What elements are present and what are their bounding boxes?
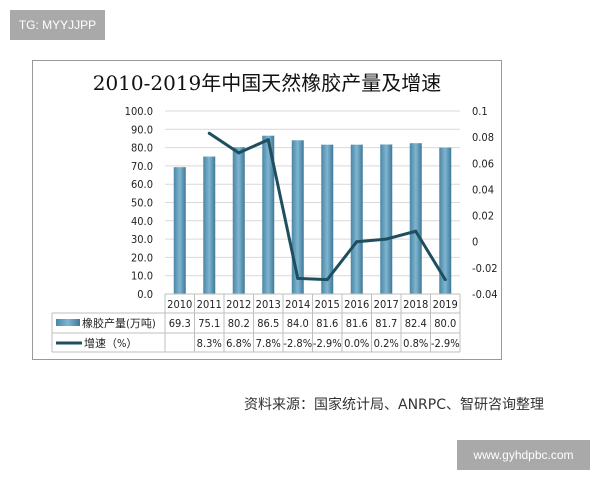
legend-bar-swatch [56,319,80,326]
bar-2013 [262,135,275,294]
bar-data-label: 75.1 [198,317,220,330]
line-data-label: 8.3% [197,337,222,350]
category-label: 2011 [197,298,222,311]
left-tick-label: 40.0 [131,215,153,228]
bar-2014 [291,140,304,294]
growth-point-2015 [325,278,329,282]
bar-data-label: 81.6 [316,317,338,330]
category-label: 2014 [285,298,310,311]
bar-data-label: 81.6 [346,317,368,330]
legend-bar-label: 橡胶产量(万吨) [82,316,156,330]
category-label: 2019 [433,298,458,311]
growth-point-2014 [296,276,300,280]
line-data-label: 0.8% [403,337,428,350]
bar-data-label: 84.0 [287,317,309,330]
category-label: 2010 [167,298,192,311]
left-tick-label: 0.0 [137,288,153,301]
bar-2011 [203,156,216,294]
bar-2017 [380,144,393,294]
growth-point-2012 [237,151,241,155]
left-tick-label: 20.0 [131,251,153,264]
bar-data-label: 80.2 [228,317,250,330]
right-tick-label: 0.1 [472,105,488,118]
bar-data-label: 86.5 [257,317,279,330]
line-data-label: 0.0% [344,337,369,350]
left-tick-label: 70.0 [131,160,153,173]
legend-line-label: 增速（%） [84,336,137,350]
right-tick-label: -0.04 [472,288,498,301]
category-label: 2018 [403,298,428,311]
line-data-label: 7.8% [256,337,281,350]
right-tick-label: 0.08 [472,131,494,144]
bar-data-label: 82.4 [405,317,427,330]
bar-data-label: 69.3 [169,317,191,330]
category-label: 2012 [226,298,251,311]
category-label: 2016 [344,298,369,311]
right-tick-label: -0.02 [472,262,498,275]
bar-2010 [173,167,186,294]
line-data-label: 6.8% [226,337,251,350]
right-tick-label: 0.02 [472,210,494,223]
left-tick-label: 30.0 [131,233,153,246]
category-label: 2015 [315,298,340,311]
left-tick-label: 90.0 [131,123,153,136]
left-tick-label: 50.0 [131,197,153,210]
growth-point-2018 [414,229,418,233]
growth-point-2016 [355,240,359,244]
left-tick-label: 80.0 [131,142,153,155]
watermark-bottom: www.gyhdpbc.com [457,440,590,470]
line-data-label: 0.2% [374,337,399,350]
right-tick-label: 0 [472,236,478,249]
bar-2015 [321,144,334,294]
bar-data-label: 80.0 [434,317,456,330]
bar-2012 [232,147,245,294]
growth-point-2019 [443,278,447,282]
left-tick-label: 100.0 [125,105,153,118]
left-tick-label: 60.0 [131,178,153,191]
line-data-label: -2.9% [313,337,342,350]
bar-2019 [439,147,452,294]
line-data-label: -2.8% [283,337,312,350]
growth-point-2013 [266,138,270,142]
line-data-label: -2.9% [431,337,460,350]
watermark-top: TG: MYYJJPP [10,10,105,40]
growth-point-2017 [384,237,388,241]
right-tick-label: 0.04 [472,183,494,196]
right-tick-label: 0.06 [472,157,494,170]
left-tick-label: 10.0 [131,270,153,283]
bar-2016 [350,144,363,294]
growth-point-2011 [207,131,211,135]
category-label: 2013 [256,298,281,311]
bar-data-label: 81.7 [375,317,397,330]
bar-2018 [409,143,422,294]
source-note: 资料来源：国家统计局、ANRPC、智研咨询整理 [244,397,544,413]
category-label: 2017 [374,298,399,311]
chart-title: 2010-2019年中国天然橡胶产量及增速 [93,71,442,95]
